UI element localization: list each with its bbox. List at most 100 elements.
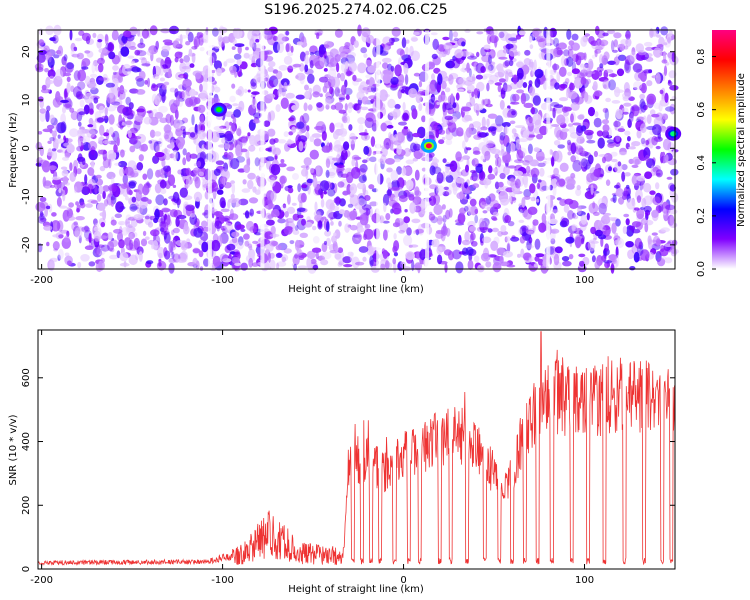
- spectrogram-cell: [241, 137, 247, 146]
- spectrogram-cell: [553, 62, 557, 73]
- spectrogram-cell: [344, 103, 348, 111]
- spectrogram-cell: [305, 165, 310, 170]
- spectrogram-cell: [474, 208, 479, 215]
- spectrogram-cell: [269, 138, 276, 145]
- spectrogram-cell: [553, 140, 561, 146]
- spectrogram-cell: [193, 191, 203, 202]
- spectrogram-cell: [655, 34, 661, 38]
- spectrogram-cell: [383, 202, 387, 213]
- spectrogram-cell: [567, 90, 578, 100]
- spectrogram-cell: [615, 188, 624, 197]
- spectrogram-cell: [361, 204, 372, 211]
- spectrogram-cell: [296, 207, 306, 213]
- spectrogram-cell: [631, 104, 640, 117]
- spectrogram-cell: [604, 108, 609, 121]
- spectrogram-cell: [525, 244, 534, 249]
- spectrogram-cell: [471, 121, 482, 128]
- spectrogram-cell: [302, 112, 310, 124]
- spectrogram-cell: [304, 84, 309, 91]
- spectrogram-cell: [523, 102, 534, 108]
- spectrogram-cell: [586, 212, 590, 221]
- spectrogram-cell: [180, 125, 186, 132]
- spectrogram-cell: [608, 73, 618, 78]
- spectrogram-cell: [443, 102, 448, 106]
- spectrogram-empty-column: [546, 30, 551, 269]
- spectrogram-cell: [96, 193, 102, 202]
- spectrogram-cell: [314, 214, 321, 222]
- spectrogram-cell: [528, 256, 535, 262]
- spectrogram-cell: [558, 178, 566, 187]
- spectrogram-cell: [382, 36, 392, 45]
- spectrogram-cell: [39, 211, 44, 217]
- spectrogram-cell: [132, 231, 138, 238]
- spectrogram-cell: [613, 259, 618, 269]
- spectrogram-cell: [643, 182, 652, 193]
- spectrogram-cell: [567, 71, 573, 77]
- spectrogram-cell: [624, 55, 635, 66]
- spectrogram-cell: [84, 245, 94, 250]
- spectrogram-cell: [520, 248, 525, 258]
- spectrogram-cell: [529, 44, 534, 50]
- spectrogram-cell: [194, 176, 201, 189]
- spectrogram-cell: [59, 205, 68, 209]
- spectrogram-cell: [398, 230, 405, 234]
- spectrogram-cell: [576, 52, 587, 57]
- spectrogram-cell: [359, 214, 369, 226]
- spectrogram-cell: [627, 249, 635, 260]
- spectrogram-cell: [284, 211, 289, 218]
- spectrogram-cell: [254, 232, 262, 236]
- spectrogram-cell: [541, 213, 547, 224]
- spectrogram-cell: [146, 168, 154, 180]
- spectrogram-cell: [599, 39, 609, 46]
- spectrogram-cell: [370, 136, 376, 148]
- spectrogram-cell: [255, 72, 260, 81]
- snr-y-tick-label: 0: [21, 566, 32, 572]
- spectrogram-cell: [632, 63, 643, 73]
- spectrogram-cell: [572, 212, 576, 219]
- spectrogram-cell: [363, 145, 370, 155]
- spectrogram-cell: [452, 183, 458, 195]
- spectrogram-cell: [298, 254, 305, 260]
- spectrogram-cell: [448, 208, 453, 218]
- spectrogram-cell: [437, 73, 443, 86]
- spectrogram-cell: [506, 111, 512, 118]
- spectrogram-cell: [307, 73, 315, 84]
- spectrogram-cell: [649, 109, 656, 116]
- spectrogram-cell: [408, 88, 418, 98]
- spectrogram-cell: [66, 207, 71, 211]
- spectrogram-cell: [161, 207, 170, 213]
- spectrogram-cell: [319, 180, 330, 192]
- spectrogram-cell: [624, 88, 631, 98]
- spectrogram-cell: [70, 110, 79, 121]
- spectrogram-cell: [563, 49, 570, 57]
- spectrogram-cell: [586, 70, 596, 75]
- spectrogram-cell: [94, 66, 99, 72]
- spectrogram-cell: [639, 93, 646, 100]
- spectrogram-cell: [459, 79, 466, 85]
- spectrogram-cell: [602, 130, 610, 139]
- spectrogram-cell: [66, 76, 71, 83]
- spectrogram-cell: [437, 94, 443, 103]
- spectrogram-cell: [136, 133, 146, 144]
- spectrogram-cell: [380, 147, 388, 157]
- spectrogram-cell: [313, 138, 322, 147]
- spectrogram-cell: [93, 218, 98, 226]
- spectrogram-cell: [169, 114, 174, 126]
- spectrogram-cell: [499, 99, 505, 110]
- spectrogram-cell: [147, 77, 150, 88]
- spectrogram-cell: [121, 35, 128, 44]
- spectrogram-cell: [509, 120, 516, 125]
- spectrogram-cell: [599, 202, 608, 209]
- spectrogram-cell: [76, 168, 82, 175]
- spectrogram-cell: [647, 238, 653, 250]
- spectrogram-cell: [522, 130, 530, 139]
- spectrogram-cell: [325, 169, 330, 178]
- spectrogram-cell: [655, 169, 663, 178]
- spectrogram-cell: [307, 104, 313, 111]
- spectrogram-cell: [437, 246, 447, 252]
- spectrogram-cell: [600, 215, 611, 225]
- spectrogram-cell: [326, 221, 330, 232]
- spectrogram-cell: [128, 109, 134, 116]
- spectrogram-cell: [211, 97, 220, 104]
- spectrogram-cell: [663, 65, 668, 76]
